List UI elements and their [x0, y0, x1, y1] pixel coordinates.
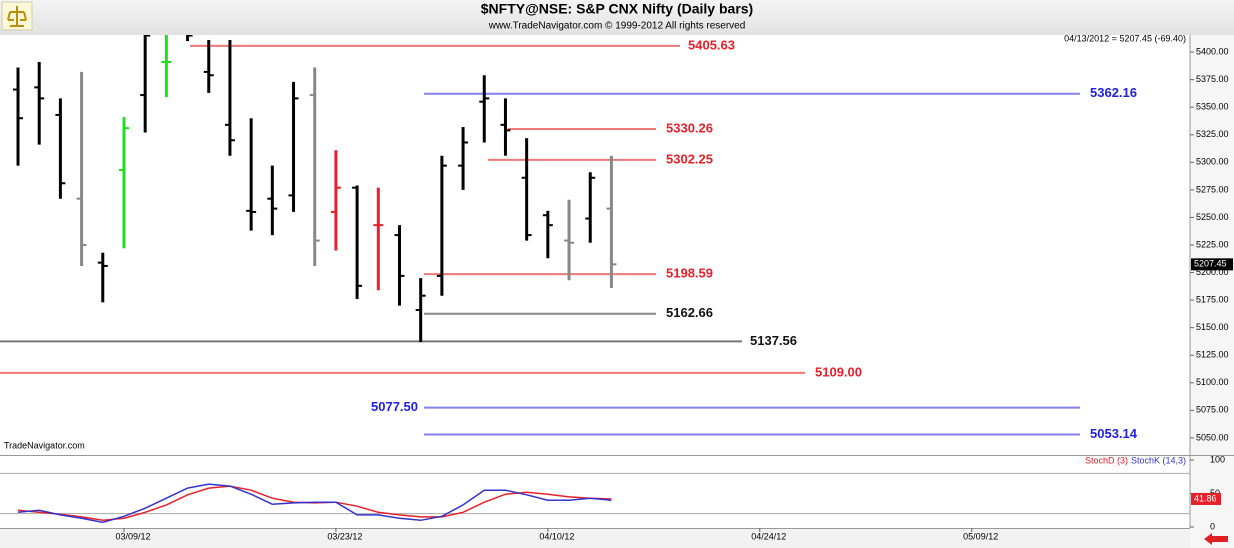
level-label: 5302.25: [666, 151, 713, 166]
logo-icon: [1, 1, 33, 31]
x-tick-label: 04/24/12: [751, 531, 786, 541]
y-tick-label: 5175.00: [1196, 294, 1229, 304]
axes: 5400.00 5375.00 5350.00 5325.00 5300.00 5275.…: [115, 46, 1233, 541]
stoch-last-label: 41.86: [1194, 493, 1217, 503]
level-label: 5198.59: [666, 266, 713, 281]
nav-arrow[interactable]: [1200, 532, 1230, 546]
level-label: 5362.16: [1090, 85, 1137, 100]
chart-title: $NFTY@NSE: S&P CNX Nifty (Daily bars): [481, 1, 753, 17]
x-tick-label: 03/09/12: [115, 531, 150, 541]
last-price-tag: [1191, 258, 1233, 271]
stoch-last-tag: [1191, 492, 1221, 505]
y-tick-label: 5200.00: [1196, 267, 1229, 277]
x-tick-label: 05/09/12: [963, 531, 998, 541]
level-label: 5109.00: [815, 364, 862, 379]
watermark: TradeNavigator.com: [4, 440, 85, 450]
x-tick-label: 04/10/12: [539, 531, 574, 541]
y-tick-label: 5150.00: [1196, 322, 1229, 332]
level-label: 5405.63: [688, 37, 735, 52]
stoch-y-tick-label: 50: [1210, 488, 1220, 498]
y-tick-label: 5250.00: [1196, 212, 1229, 222]
y-tick-label: 5275.00: [1196, 184, 1229, 194]
y-tick-label: 5050.00: [1196, 432, 1229, 442]
legend-entry: StochD (3): [1085, 455, 1128, 465]
plot-bg: [0, 35, 1190, 528]
legend-entry: StochK (14,3): [1131, 455, 1186, 465]
price-panel: 5405.63 5362.16 5330.26 5302.25 5198.59 5162.…: [0, 35, 1138, 441]
header-bg: [0, 0, 1234, 35]
level-label: 5330.26: [666, 120, 713, 135]
y-tick-label: 5075.00: [1196, 405, 1229, 415]
stoch-line: [17, 483, 612, 524]
y-tick-label: 5400.00: [1196, 46, 1229, 56]
axis-bg: [1190, 35, 1234, 548]
y-tick-label: 5225.00: [1196, 239, 1229, 249]
chart-subtitle: www.TradeNavigator.com © 1999-2012 All r…: [488, 21, 746, 32]
stoch-y-tick-label: 0: [1210, 521, 1215, 531]
price-info: 04/13/2012 = 5207.45 (-69.40): [1064, 33, 1186, 43]
y-tick-label: 5350.00: [1196, 102, 1229, 112]
last-price-label: 5207.45: [1194, 259, 1227, 269]
level-label: 5162.66: [666, 305, 713, 320]
y-tick-label: 5375.00: [1196, 74, 1229, 84]
y-tick-label: 5125.00: [1196, 350, 1229, 360]
x-tick-label: 03/23/12: [327, 531, 362, 541]
x-axis-bg: [0, 528, 1190, 548]
y-tick-label: 5325.00: [1196, 129, 1229, 139]
level-label: 5137.56: [750, 333, 797, 348]
y-tick-label: 5100.00: [1196, 377, 1229, 387]
y-tick-label: 5300.00: [1196, 157, 1229, 167]
level-label: 5053.14: [1090, 426, 1138, 441]
stoch-panel: [0, 472, 1190, 524]
level-label: 5077.50: [371, 399, 418, 414]
stoch-y-tick-label: 100: [1210, 454, 1225, 464]
